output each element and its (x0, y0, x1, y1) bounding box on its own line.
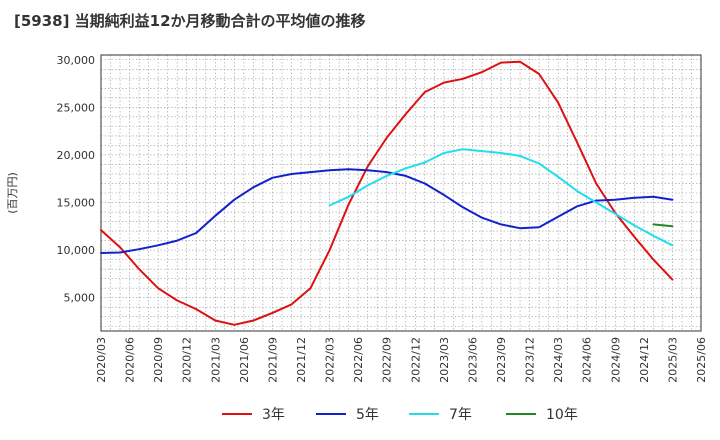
legend-label-7年: 7年 (449, 407, 472, 423)
x-tick-label: 2021/03 (209, 337, 222, 383)
x-tick-label: 2022/12 (409, 337, 422, 383)
y-tick-label: 25,000 (57, 101, 96, 114)
x-tick-label: 2024/06 (581, 337, 594, 383)
legend-label-5年: 5年 (356, 407, 379, 423)
x-tick-label: 2025/03 (666, 337, 679, 383)
x-tick-label: 2023/12 (524, 337, 537, 383)
plot-frame (100, 54, 702, 332)
y-axis-label: (百万円) (6, 172, 19, 214)
x-tick-label: 2024/03 (552, 337, 565, 383)
y-tick-label: 20,000 (57, 149, 96, 162)
x-tick-label: 2021/06 (238, 337, 251, 383)
legend-label-3年: 3年 (262, 407, 285, 423)
series-line-3年 (100, 60, 674, 326)
x-tick-label: 2020/12 (181, 337, 194, 383)
series-line-5年 (100, 168, 674, 254)
legend-label-10年: 10年 (546, 407, 578, 423)
x-tick-label: 2025/06 (695, 337, 708, 383)
series-line-10年 (652, 223, 674, 228)
x-tick-label: 2020/06 (124, 337, 137, 383)
x-tick-label: 2024/09 (609, 337, 622, 383)
x-tick-label: 2021/09 (266, 337, 279, 383)
x-tick-label: 2022/09 (381, 337, 394, 383)
x-tick-label: 2023/03 (438, 337, 451, 383)
x-tick-label: 2022/06 (352, 337, 365, 383)
chart-title: [5938] 当期純利益12か月移動合計の平均値の推移 (14, 12, 366, 30)
x-tick-label: 2024/12 (638, 337, 651, 383)
series-line-7年 (328, 148, 674, 247)
x-tick-label: 2020/03 (95, 337, 108, 383)
x-tick-label: 2023/09 (495, 337, 508, 383)
x-tick-label: 2020/09 (152, 337, 165, 383)
y-tick-label: 5,000 (64, 292, 96, 305)
plot-area (101, 55, 701, 331)
x-tick-label: 2021/12 (295, 337, 308, 383)
x-tick-label: 2022/03 (324, 337, 337, 383)
x-tick-label: 2023/06 (466, 337, 479, 383)
y-tick-label: 15,000 (57, 197, 96, 210)
y-tick-label: 30,000 (57, 54, 96, 67)
y-tick-label: 10,000 (57, 244, 96, 257)
